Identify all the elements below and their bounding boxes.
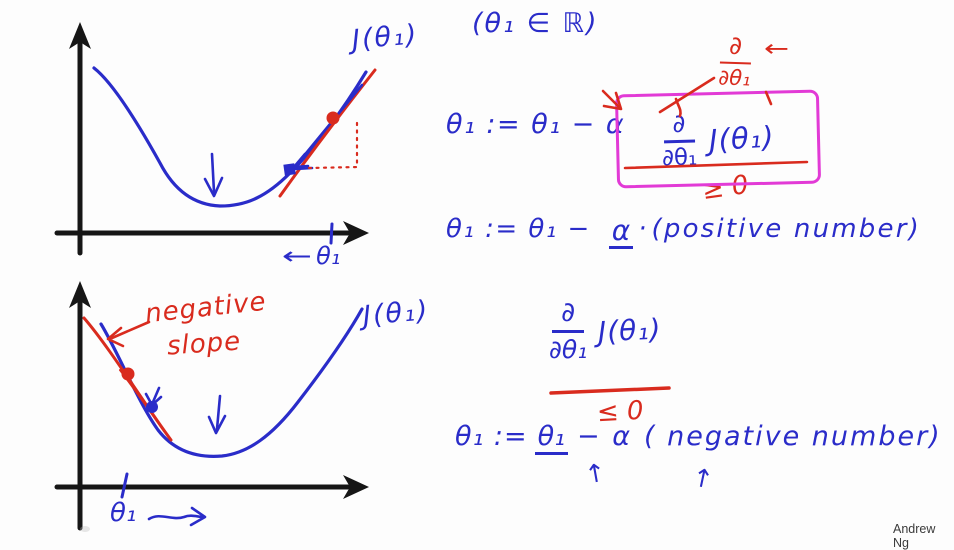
negative-number-paren: ( negative number) <box>644 421 942 452</box>
derivative-red-underline <box>549 386 671 395</box>
red-derivative-denominator: ∂θ₁ <box>717 65 751 91</box>
bottom-derivative-numerator: ∂ <box>552 299 585 333</box>
theta1-right-arrowhead-icon <box>189 506 207 527</box>
theta-underlined: θ₁ <box>534 422 568 456</box>
bottom-curve-label: J(θ₁) <box>361 295 431 332</box>
alpha-underlined: α <box>608 216 634 250</box>
bottom-x-axis-arrowhead-icon <box>343 475 369 499</box>
top-curve-label: J(θ₁) <box>350 19 420 56</box>
derivative-fraction: ∂ ∂θ₁ <box>661 108 698 171</box>
top-cost-curve <box>92 66 368 208</box>
author-credit: Andrew Ng <box>893 522 936 550</box>
negative-slope-note-line1: negative <box>143 286 268 330</box>
current-point-marker <box>326 111 340 125</box>
derivative-numerator: ∂ <box>663 108 695 143</box>
smudge-artifact <box>80 526 90 532</box>
next-point-tick <box>294 166 314 171</box>
top-graph-axes <box>54 41 351 256</box>
bottom-descent-arrowhead-icon <box>144 392 163 407</box>
bottom-current-point-marker <box>121 367 135 381</box>
top-x-axis-tick <box>329 222 334 245</box>
bottom-derivative-expression: ∂ ∂θ₁ J(θ₁) <box>549 299 663 362</box>
expanded-equation-negative: θ₁ := θ₁ − α ( negative number) <box>455 421 942 456</box>
bottom-y-axis-arrowhead-icon <box>69 281 91 308</box>
derivative-highlight-box: ∂ ∂θ₁ J(θ₁) <box>614 89 822 189</box>
negative-slope-note-line2: slope <box>165 326 243 362</box>
top-x-axis-label: ← θ₁ <box>282 242 341 270</box>
positive-tangent-line <box>278 68 377 198</box>
next-point-marker <box>283 163 296 176</box>
bottom-x-axis-tick <box>120 472 129 499</box>
bottom-minimum-arrow <box>215 394 222 431</box>
red-derivative-fraction: ∂ ∂θ₁ <box>717 31 752 91</box>
slope-note-arrow <box>106 320 151 348</box>
negative-tangent-double-stroke <box>119 369 165 432</box>
descent-direction-line <box>296 83 364 165</box>
bottom-next-point-marker <box>146 401 158 413</box>
red-left-arrow-icon: ← <box>764 36 790 62</box>
descent-arrowhead-icon <box>292 152 310 169</box>
bottom-derivative-denominator: ∂θ₁ <box>549 335 588 364</box>
bottom-expanded-pre: θ₁ := <box>455 421 528 452</box>
up-arrow-icon: ↑ <box>689 462 716 495</box>
theta-domain-note: (θ₁ ∈ ℝ) <box>472 8 599 39</box>
cost-function-term: J(θ₁) <box>707 119 776 158</box>
expanded-pre: θ₁ := θ₁ − <box>446 214 591 244</box>
multiplication-dot: · <box>638 214 647 244</box>
slope-triangle-dashed <box>307 121 361 170</box>
slope-triangle-horizontal <box>307 165 361 170</box>
bottom-x-axis-theta: θ₁ <box>110 498 137 528</box>
top-x-axis-arrowhead-icon <box>343 221 369 245</box>
theta1-right-arrow <box>147 506 207 527</box>
theta1-right-arrow-shaft <box>147 514 205 521</box>
top-minimum-arrow <box>210 152 216 194</box>
hand-drawing-layer <box>54 22 809 532</box>
slope-note-arrow-shaft <box>110 320 151 340</box>
top-x-axis-theta: θ₁ <box>316 242 341 270</box>
top-minimum-arrowhead-icon <box>203 176 224 198</box>
red-derivative-note: ∂ ∂θ₁ <box>717 31 752 91</box>
update-equation-lhs: θ₁ := θ₁ − α <box>446 109 626 140</box>
bottom-descent-line <box>151 386 161 404</box>
bottom-cost-function-term: J(θ₁) <box>597 312 663 349</box>
derivative-denominator: ∂θ₁ <box>661 144 698 171</box>
positive-number-paren: (positive number) <box>651 214 921 244</box>
bottom-minimum-arrowhead-icon <box>207 414 227 435</box>
expanded-equation-positive: θ₁ := θ₁ − α · (positive number) <box>446 214 921 250</box>
up-arrow-icon: ↑ <box>582 457 609 490</box>
red-derivative-numerator: ∂ <box>719 31 752 65</box>
negative-tangent-line <box>82 316 173 442</box>
slope-note-arrowhead-icon <box>106 326 125 348</box>
bottom-derivative-fraction: ∂ ∂θ₁ <box>549 299 587 362</box>
whiteboard: { "colors": { "ink_blue": "#2a2cc9", "in… <box>54 8 942 550</box>
left-arrow-icon: ← <box>282 242 313 270</box>
bottom-minus-alpha: − α <box>577 421 633 452</box>
top-y-axis-arrowhead-icon <box>69 22 91 49</box>
